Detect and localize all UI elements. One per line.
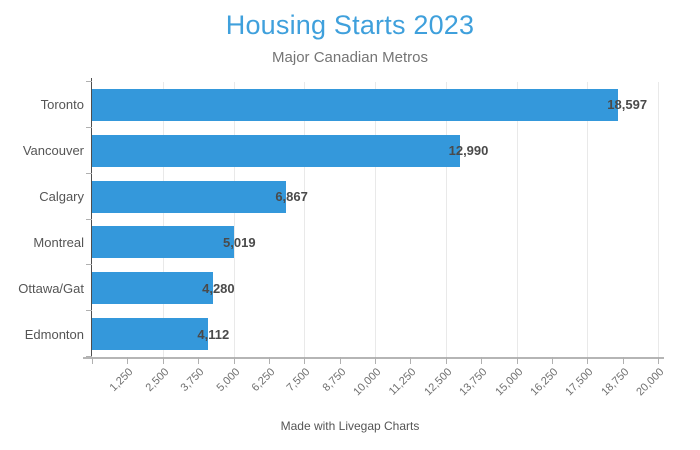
bar-row: 4,112 <box>92 311 658 357</box>
category-label: Edmonton <box>24 326 84 342</box>
x-tick <box>622 357 624 364</box>
gridline <box>516 82 518 357</box>
x-tick <box>268 357 270 364</box>
x-tick <box>92 357 93 364</box>
x-tick-label: 7,500 <box>284 366 313 394</box>
x-tick <box>587 357 589 364</box>
y-tick <box>86 172 92 174</box>
bar-row: 4,280 <box>92 265 658 311</box>
x-tick-label: 15,000 <box>492 366 525 399</box>
gridline <box>233 82 235 357</box>
y-tick <box>86 126 92 128</box>
x-tick <box>375 357 376 364</box>
category-label: Calgary <box>39 189 84 205</box>
x-tick-label: 11,250 <box>387 366 419 398</box>
gridline <box>304 82 306 357</box>
y-axis-category-labels: Toronto Vancouver Calgary Montreal Ottawa/Ga… <box>0 82 84 357</box>
category-label: Vancouver <box>22 143 84 159</box>
gridline <box>162 82 164 357</box>
gridline <box>587 82 589 357</box>
x-tick-label: 20,000 <box>634 366 667 399</box>
y-tick <box>86 81 92 82</box>
watermark-text: Made with Livegap Charts <box>280 419 420 433</box>
bar-value-label: 12,990 <box>448 143 489 159</box>
y-tick <box>86 218 92 220</box>
x-tick-label: 1,250 <box>107 366 136 394</box>
category-label: Montreal <box>33 234 84 250</box>
x-tick <box>516 357 518 364</box>
x-tick <box>410 357 412 364</box>
bar-value-label: 5,019 <box>223 234 256 250</box>
bar-value-label: 4,112 <box>197 326 230 342</box>
gridline <box>445 82 447 357</box>
x-tick-label: 3,750 <box>178 366 207 394</box>
x-tick <box>162 357 164 364</box>
bar <box>92 226 235 259</box>
x-tick-label: 5,000 <box>214 366 242 394</box>
x-tick-label: 6,250 <box>249 366 278 394</box>
x-tick <box>481 357 483 364</box>
chart-title: Housing Starts 2023 <box>225 10 475 40</box>
bar <box>92 180 287 213</box>
bar-value-label: 18,597 <box>607 97 648 113</box>
bar-value-label: 4,280 <box>202 280 235 296</box>
x-tick <box>304 357 306 364</box>
x-tick-label: 10,000 <box>351 366 384 399</box>
bar <box>92 134 460 167</box>
chart-subtitle: Major Canadian Metros <box>272 49 428 66</box>
bar-value-label: 6,867 <box>275 189 308 205</box>
category-label: Toronto <box>40 97 84 113</box>
bars-layer: 18,597 12,990 6,867 5,019 4,280 4,112 <box>92 82 658 357</box>
category-label: Ottawa/Gat <box>18 280 84 296</box>
x-tick <box>233 357 235 364</box>
gridline <box>375 82 376 357</box>
x-tick <box>445 357 447 364</box>
x-axis-line <box>83 357 664 359</box>
x-tick-label: 2,500 <box>143 366 172 394</box>
x-tick <box>198 357 200 364</box>
x-tick-label: 18,750 <box>598 366 632 399</box>
bar-row: 6,867 <box>92 174 658 220</box>
y-axis-line <box>91 78 92 357</box>
bar <box>92 88 619 121</box>
y-tick <box>86 264 92 266</box>
gridline <box>658 82 659 357</box>
bar-row: 18,597 <box>92 82 658 128</box>
x-tick <box>551 357 553 364</box>
x-tick-label: 17,500 <box>563 366 596 399</box>
y-tick <box>86 310 92 312</box>
bar-row: 12,990 <box>92 128 658 174</box>
x-tick-label: 12,500 <box>421 366 455 399</box>
plot-area: 18,597 12,990 6,867 5,019 4,280 4,112 Toronto… <box>18 78 666 398</box>
x-tick-label: 8,750 <box>320 366 349 394</box>
x-tick <box>127 357 129 364</box>
y-tick <box>86 356 92 357</box>
x-tick <box>658 357 659 364</box>
x-tick-label: 16,250 <box>528 366 561 399</box>
x-tick <box>339 357 341 364</box>
bar-row: 5,019 <box>92 219 658 265</box>
bar <box>92 272 214 305</box>
x-tick-label: 13,750 <box>457 366 490 399</box>
bar <box>92 318 209 351</box>
